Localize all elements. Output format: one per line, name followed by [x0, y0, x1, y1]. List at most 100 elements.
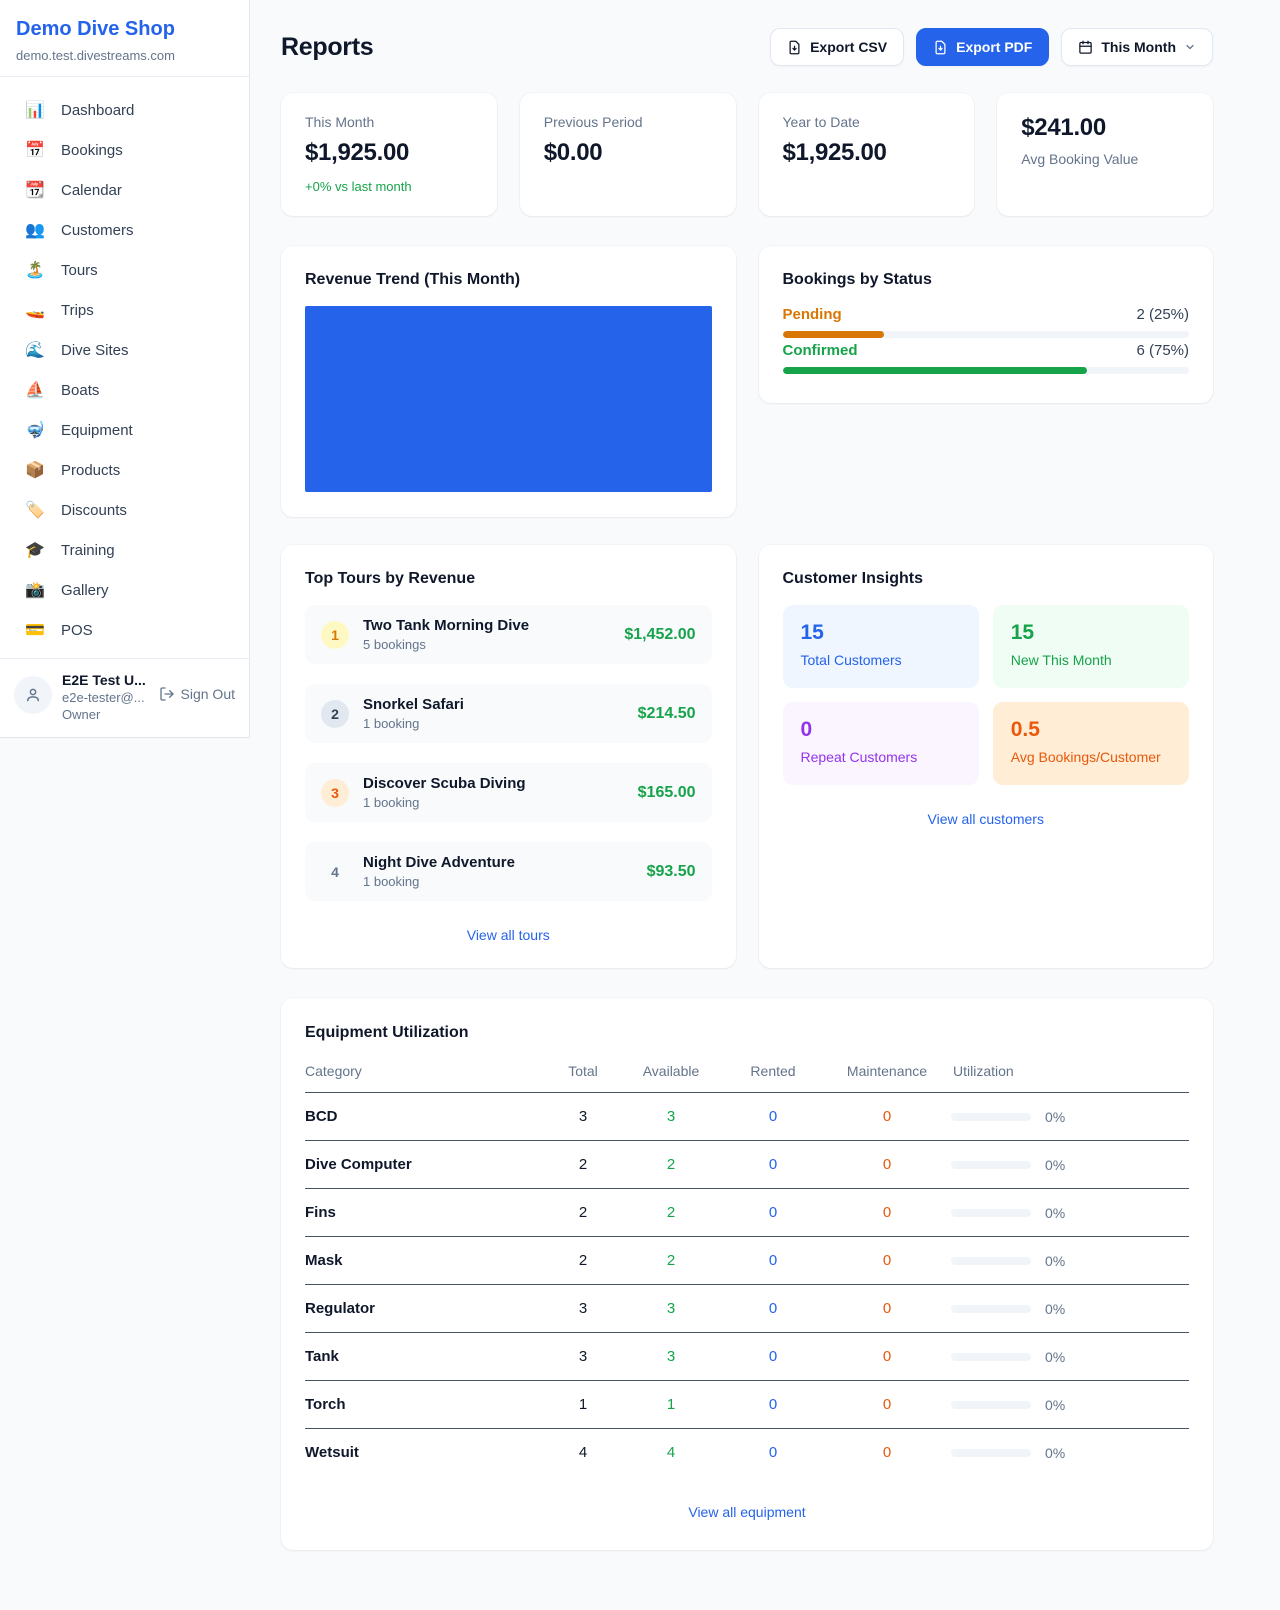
table-row: Torch 1 1 0 0 0% — [305, 1380, 1189, 1429]
package-icon: 📦 — [25, 462, 45, 479]
column-header-total: Total — [547, 1063, 619, 1093]
export-csv-label: Export CSV — [810, 39, 888, 55]
cell-total: 3 — [547, 1332, 619, 1381]
sidebar-item-customers[interactable]: 👥 Customers — [12, 210, 237, 250]
sidebar-item-dashboard[interactable]: 📊 Dashboard — [12, 90, 237, 130]
insight-label: Repeat Customers — [800, 749, 918, 765]
cell-utilization: 0% — [951, 1253, 1189, 1269]
tour-item: 2 Snorkel Safari 1 booking $214.50 — [305, 684, 712, 743]
sidebar-item-gallery[interactable]: 📸 Gallery — [12, 570, 237, 610]
period-dropdown[interactable]: This Month — [1061, 28, 1213, 66]
stat-label: Year to Date — [782, 114, 860, 130]
tour-name: Two Tank Morning Dive — [363, 617, 530, 634]
insight-card-avg-bookings: 0.5 Avg Bookings/Customer — [992, 702, 1189, 785]
cell-available: 4 — [666, 1444, 676, 1461]
sidebar-item-pos[interactable]: 💳 POS — [12, 610, 237, 650]
insight-label: Avg Bookings/Customer — [1010, 749, 1161, 765]
insight-label: New This Month — [1010, 652, 1112, 668]
sailboat-icon: ⛵ — [25, 382, 45, 399]
utilization-text: 0% — [1045, 1156, 1066, 1173]
cell-rented: 0 — [723, 1140, 823, 1189]
stat-card-year-to-date: Year to Date $1,925.00 — [758, 93, 975, 216]
column-header-category: Category — [305, 1063, 547, 1093]
export-csv-button[interactable]: Export CSV — [770, 28, 905, 66]
cell-maintenance: 0 — [823, 1284, 951, 1333]
period-label: This Month — [1101, 39, 1176, 55]
export-pdf-button[interactable]: Export PDF — [916, 28, 1050, 66]
cell-available: 3 — [619, 1284, 723, 1333]
view-all-equipment-link[interactable]: View all equipment — [688, 1504, 806, 1520]
cell-category: Wetsuit — [305, 1444, 359, 1461]
shop-domain: demo.test.divestreams.com — [16, 48, 175, 63]
utilization-bar-track — [951, 1352, 1031, 1361]
cell-available: 2 — [619, 1188, 723, 1237]
status-value: 2 (25%) — [1136, 306, 1189, 323]
utilization-bar-track — [951, 1304, 1031, 1313]
utilization-bar-track — [951, 1400, 1031, 1409]
sidebar-item-tours[interactable]: 🏝️ Tours — [12, 250, 237, 290]
calendar-icon — [1079, 40, 1093, 54]
stat-value: $1,925.00 — [305, 139, 410, 166]
avatar — [14, 676, 52, 714]
sidebar-item-training[interactable]: 🎓 Training — [12, 530, 237, 570]
table-row: Tank 3 3 0 0 0% — [305, 1332, 1189, 1381]
sidebar-item-trips[interactable]: 🚤 Trips — [12, 290, 237, 330]
utilization-text: 0% — [1045, 1444, 1066, 1461]
cell-maintenance: 0 — [823, 1188, 951, 1237]
cell-available: 3 — [619, 1332, 723, 1381]
stats-row: This Month $1,925.00 +0% vs last month P… — [281, 93, 1213, 216]
cell-category: BCD — [305, 1092, 547, 1141]
sidebar-item-bookings[interactable]: 📅 Bookings — [12, 130, 237, 170]
sidebar-item-calendar[interactable]: 📆 Calendar — [12, 170, 237, 210]
status-row-confirmed: Confirmed 6 (75%) — [782, 342, 1189, 374]
cell-category: Dive Computer — [305, 1140, 547, 1189]
sidebar-item-boats[interactable]: ⛵ Boats — [12, 370, 237, 410]
camera-icon: 📸 — [25, 582, 45, 599]
cell-total: 4 — [578, 1444, 588, 1461]
column-header-maintenance: Maintenance — [823, 1063, 951, 1093]
rank-badge: 2 — [321, 699, 349, 728]
sidebar-nav: 📊 Dashboard 📅 Bookings 📆 Calendar 👥 Cust… — [0, 77, 249, 658]
column-header-available: Available — [619, 1063, 723, 1093]
stat-value: $1,925.00 — [782, 139, 887, 166]
utilization-bar-track — [951, 1208, 1031, 1217]
credit-card-icon: 💳 — [25, 622, 45, 639]
stat-value: $0.00 — [543, 139, 603, 166]
table-row: Dive Computer 2 2 0 0 0% — [305, 1140, 1189, 1189]
sidebar-item-dive-sites[interactable]: 🌊 Dive Sites — [12, 330, 237, 370]
stat-label: Avg Booking Value — [1021, 151, 1139, 167]
insight-label: Total Customers — [800, 652, 902, 668]
tour-item: 4 Night Dive Adventure 1 booking $93.50 — [305, 842, 712, 901]
cell-maintenance: 0 — [823, 1380, 951, 1429]
cell-category: Torch — [305, 1380, 547, 1429]
chevron-down-icon — [1186, 44, 1194, 50]
table-header-row: Category Total Available Rented Maintena… — [305, 1063, 1189, 1093]
tour-item: 3 Discover Scuba Diving 1 booking $165.0… — [305, 763, 712, 822]
stat-card-avg-booking-value: $241.00 Avg Booking Value — [997, 93, 1213, 216]
tour-item: 1 Two Tank Morning Dive 5 bookings $1,45… — [305, 605, 712, 664]
equipment-utilization-title: Equipment Utilization — [305, 1024, 469, 1041]
sign-out-button[interactable]: Sign Out — [159, 686, 235, 702]
speedboat-icon: 🚤 — [25, 302, 45, 319]
stat-card-previous-period: Previous Period $0.00 — [519, 93, 736, 216]
tour-revenue: $1,452.00 — [624, 625, 696, 643]
sidebar-item-products[interactable]: 📦 Products — [12, 450, 237, 490]
sidebar-item-label: Gallery — [61, 581, 109, 599]
sidebar-item-label: Equipment — [61, 421, 133, 439]
bookings-by-status-title: Bookings by Status — [782, 271, 932, 288]
utilization-bar-track — [951, 1160, 1031, 1169]
cell-category: Mask — [305, 1236, 547, 1285]
tag-icon: 🏷️ — [25, 502, 45, 519]
sidebar-item-equipment[interactable]: 🤿 Equipment — [12, 410, 237, 450]
user-info: E2E Test U... e2e-tester@... Owner — [62, 672, 146, 722]
view-all-customers-link[interactable]: View all customers — [927, 811, 1044, 827]
sidebar-item-discounts[interactable]: 🏷️ Discounts — [12, 490, 237, 530]
stat-card-this-month: This Month $1,925.00 +0% vs last month — [281, 93, 497, 216]
utilization-bar-track — [951, 1112, 1031, 1121]
people-icon: 👥 — [25, 222, 45, 239]
cell-rented: 0 — [768, 1444, 778, 1461]
view-all-tours-link[interactable]: View all tours — [466, 927, 550, 943]
cell-total: 3 — [547, 1092, 619, 1141]
cell-maintenance: 0 — [823, 1236, 951, 1285]
cell-maintenance: 0 — [823, 1092, 951, 1141]
